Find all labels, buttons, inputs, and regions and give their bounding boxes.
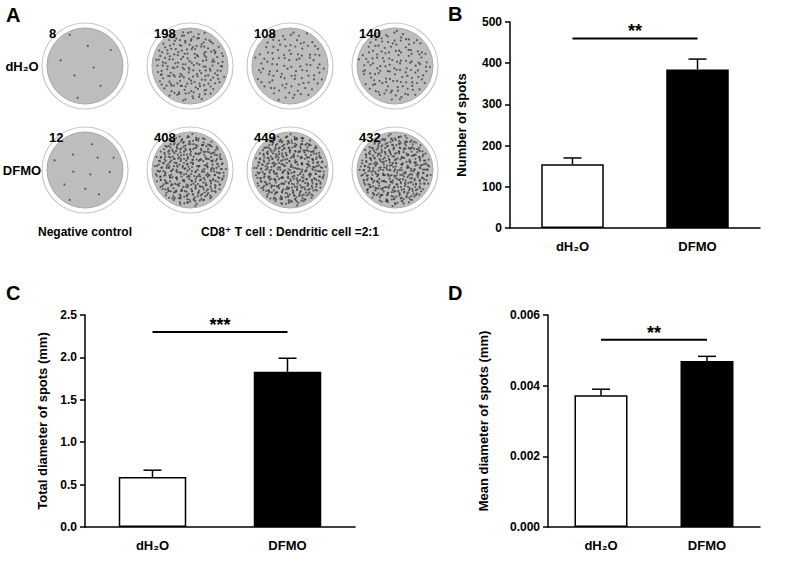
- svg-text:CD8⁺ T cell : Dendritic cell =: CD8⁺ T cell : Dendritic cell =2:1: [201, 225, 379, 239]
- svg-text:0: 0: [495, 221, 502, 235]
- svg-text:198: 198: [154, 26, 176, 41]
- svg-text:DFMO: DFMO: [3, 163, 41, 178]
- svg-text:**: **: [647, 323, 661, 343]
- svg-text:1.5: 1.5: [60, 393, 77, 407]
- svg-text:B: B: [448, 3, 462, 25]
- svg-text:D: D: [448, 282, 462, 304]
- svg-text:300: 300: [482, 97, 502, 111]
- svg-text:0.0: 0.0: [60, 520, 77, 534]
- svg-text:1.0: 1.0: [60, 435, 77, 449]
- svg-text:0.000: 0.000: [510, 520, 540, 534]
- svg-text:400: 400: [482, 56, 502, 70]
- svg-text:Number of spots: Number of spots: [454, 73, 469, 176]
- svg-text:dH₂O: dH₂O: [136, 538, 169, 553]
- svg-text:dH₂O: dH₂O: [556, 239, 589, 254]
- svg-text:Mean diameter of spots (mm): Mean diameter of spots (mm): [476, 331, 491, 512]
- svg-text:408: 408: [154, 130, 176, 145]
- svg-text:432: 432: [359, 130, 381, 145]
- svg-text:12: 12: [49, 130, 63, 145]
- svg-text:2.5: 2.5: [60, 308, 77, 322]
- svg-text:C: C: [6, 282, 20, 304]
- svg-text:500: 500: [482, 15, 502, 29]
- svg-text:DFMO: DFMO: [268, 538, 306, 553]
- svg-text:2.0: 2.0: [60, 350, 77, 364]
- svg-text:Negative control: Negative control: [38, 225, 132, 239]
- svg-text:0.002: 0.002: [510, 449, 540, 463]
- svg-text:449: 449: [254, 130, 276, 145]
- svg-text:Total diameter of spots (mm): Total diameter of spots (mm): [35, 332, 50, 509]
- svg-text:DFMO: DFMO: [678, 239, 716, 254]
- svg-text:0.006: 0.006: [510, 308, 540, 322]
- svg-text:140: 140: [359, 26, 381, 41]
- svg-text:100: 100: [482, 180, 502, 194]
- svg-text:200: 200: [482, 139, 502, 153]
- svg-text:0.004: 0.004: [510, 379, 540, 393]
- svg-text:108: 108: [254, 26, 276, 41]
- svg-text:0.5: 0.5: [60, 478, 77, 492]
- svg-text:**: **: [628, 21, 642, 41]
- svg-text:dH₂O: dH₂O: [5, 59, 38, 74]
- svg-text:dH₂O: dH₂O: [584, 538, 617, 553]
- svg-text:DFMO: DFMO: [688, 538, 726, 553]
- svg-text:***: ***: [209, 315, 230, 335]
- svg-text:A: A: [6, 4, 20, 26]
- svg-text:8: 8: [49, 26, 56, 41]
